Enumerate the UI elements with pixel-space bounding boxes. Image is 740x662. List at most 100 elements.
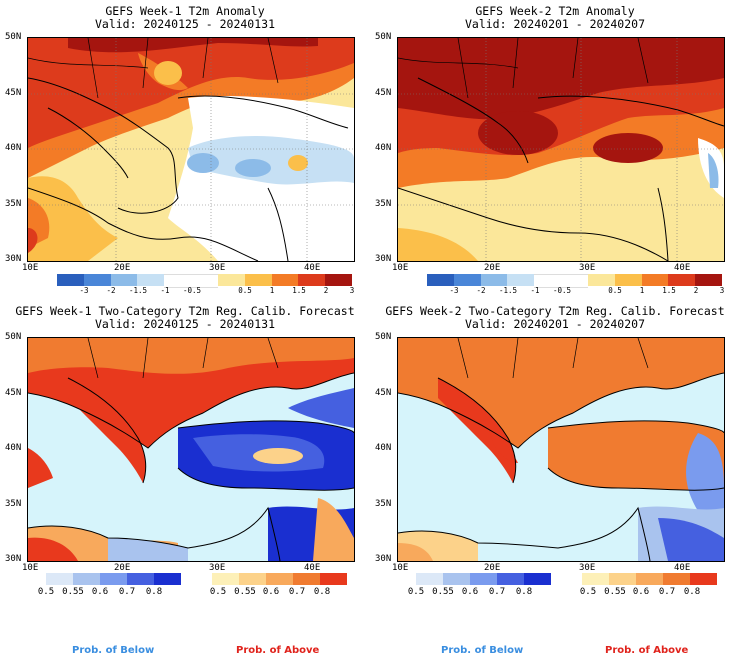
lon-label: 20E bbox=[484, 263, 501, 273]
lat-label: 50N bbox=[5, 332, 22, 342]
lat-label: 35N bbox=[5, 199, 22, 209]
panel-valid-dates: Valid: 20240201 - 20240207 bbox=[464, 317, 645, 331]
lat-label: 30N bbox=[5, 254, 22, 264]
lat-label: 50N bbox=[375, 332, 392, 342]
lat-label: 45N bbox=[5, 88, 22, 98]
prob-above-label: Prob. of Above bbox=[236, 645, 320, 656]
colorbar-tick: -3 bbox=[79, 286, 89, 295]
above-colorbar bbox=[582, 573, 717, 585]
lat-label: 45N bbox=[5, 388, 22, 398]
colorbar-tick: -0.5 bbox=[182, 286, 202, 295]
colorbar-tick: 0.5 bbox=[608, 286, 622, 295]
probability-map bbox=[27, 337, 355, 562]
colorbar-tick: 2 bbox=[693, 286, 699, 295]
colorbar-tick: 2 bbox=[323, 286, 329, 295]
prob-below-label: Prob. of Below bbox=[441, 645, 524, 656]
colorbar-tick: 3 bbox=[349, 286, 355, 295]
colorbar-tick: 0.7 bbox=[118, 587, 136, 597]
colorbar-tick: 0.55 bbox=[432, 587, 454, 597]
lat-label: 40N bbox=[375, 443, 392, 453]
colorbar-tick: 0.55 bbox=[234, 587, 256, 597]
panel-title: GEFS Week-2 Two-Category T2m Reg. Calib.… bbox=[385, 304, 725, 318]
lon-label: 30E bbox=[579, 263, 596, 273]
prob-above-label: Prob. of Above bbox=[605, 645, 689, 656]
lat-label: 45N bbox=[375, 88, 392, 98]
panel-title: GEFS Week-1 Two-Category T2m Reg. Calib.… bbox=[15, 304, 355, 318]
anomaly-map bbox=[27, 37, 355, 262]
colorbar-tick: 0.8 bbox=[515, 587, 533, 597]
lat-label: 50N bbox=[5, 32, 22, 42]
panel-week1-probability: GEFS Week-1 Two-Category T2m Reg. Calib.… bbox=[0, 300, 370, 600]
lon-label: 40E bbox=[674, 563, 691, 573]
panel-week1-anomaly: GEFS Week-1 T2m Anomaly Valid: 20240125 … bbox=[0, 0, 370, 300]
colorbar-tick: -1 bbox=[160, 286, 170, 295]
lon-label: 20E bbox=[114, 263, 131, 273]
colorbar-tick: 0.8 bbox=[145, 587, 163, 597]
lat-label: 45N bbox=[375, 388, 392, 398]
prob-below-label: Prob. of Below bbox=[72, 645, 155, 656]
below-colorbar bbox=[416, 573, 551, 585]
panel-valid-dates: Valid: 20240201 - 20240207 bbox=[464, 17, 645, 31]
colorbar-tick: 0.5 bbox=[407, 587, 425, 597]
colorbar-tick: 0.7 bbox=[488, 587, 506, 597]
colorbar-tick: 0.8 bbox=[313, 587, 331, 597]
lon-label: 20E bbox=[484, 563, 501, 573]
panel-week2-probability: GEFS Week-2 Two-Category T2m Reg. Calib.… bbox=[370, 300, 740, 600]
lon-label: 20E bbox=[114, 563, 131, 573]
colorbar-tick: -2 bbox=[106, 286, 116, 295]
colorbar-tick: 0.5 bbox=[238, 286, 252, 295]
colorbar-tick: 0.55 bbox=[62, 587, 84, 597]
above-colorbar bbox=[212, 573, 347, 585]
probability-map bbox=[397, 337, 725, 562]
anomaly-colorbar bbox=[427, 274, 722, 288]
anomaly-map bbox=[397, 37, 725, 262]
colorbar-tick: 1 bbox=[269, 286, 275, 295]
lon-label: 40E bbox=[674, 263, 691, 273]
colorbar-tick: -1 bbox=[530, 286, 540, 295]
below-colorbar bbox=[46, 573, 181, 585]
lon-label: 30E bbox=[209, 263, 226, 273]
panel-title: GEFS Week-1 T2m Anomaly bbox=[105, 4, 265, 18]
colorbar-tick: 0.7 bbox=[288, 587, 306, 597]
colorbar-tick: 1.5 bbox=[292, 286, 306, 295]
colorbar-tick: 0.6 bbox=[632, 587, 650, 597]
lat-label: 40N bbox=[375, 143, 392, 153]
lon-label: 10E bbox=[22, 263, 39, 273]
lat-label: 35N bbox=[5, 499, 22, 509]
lon-label: 30E bbox=[579, 563, 596, 573]
colorbar-tick: 0.6 bbox=[91, 587, 109, 597]
lat-label: 30N bbox=[375, 554, 392, 564]
colorbar-tick: -3 bbox=[449, 286, 459, 295]
lat-label: 30N bbox=[5, 554, 22, 564]
panel-valid-dates: Valid: 20240125 - 20240131 bbox=[94, 17, 275, 31]
lon-label: 30E bbox=[209, 563, 226, 573]
lon-label: 10E bbox=[392, 563, 409, 573]
colorbar-tick: 1.5 bbox=[662, 286, 676, 295]
colorbar-tick: -1.5 bbox=[128, 286, 148, 295]
colorbar-tick: 0.6 bbox=[262, 587, 280, 597]
panel-week2-anomaly: GEFS Week-2 T2m Anomaly Valid: 20240201 … bbox=[370, 0, 740, 300]
lat-label: 50N bbox=[375, 32, 392, 42]
lat-label: 40N bbox=[5, 443, 22, 453]
colorbar-tick: -1.5 bbox=[498, 286, 518, 295]
lon-label: 10E bbox=[22, 563, 39, 573]
panel-valid-dates: Valid: 20240125 - 20240131 bbox=[94, 317, 275, 331]
colorbar-tick: 1 bbox=[639, 286, 645, 295]
colorbar-tick: 0.6 bbox=[461, 587, 479, 597]
lon-label: 40E bbox=[304, 263, 321, 273]
colorbar-tick: -0.5 bbox=[552, 286, 572, 295]
lat-label: 30N bbox=[375, 254, 392, 264]
panel-title: GEFS Week-2 T2m Anomaly bbox=[475, 4, 635, 18]
colorbar-tick: 0.5 bbox=[209, 587, 227, 597]
lat-label: 35N bbox=[375, 499, 392, 509]
lon-label: 10E bbox=[392, 263, 409, 273]
colorbar-tick: 0.55 bbox=[604, 587, 626, 597]
colorbar-tick: 0.7 bbox=[658, 587, 676, 597]
colorbar-tick: -2 bbox=[476, 286, 486, 295]
lon-label: 40E bbox=[304, 563, 321, 573]
lat-label: 40N bbox=[5, 143, 22, 153]
anomaly-colorbar bbox=[57, 274, 352, 288]
lat-label: 35N bbox=[375, 199, 392, 209]
colorbar-tick: 0.5 bbox=[579, 587, 597, 597]
colorbar-tick: 0.8 bbox=[683, 587, 701, 597]
